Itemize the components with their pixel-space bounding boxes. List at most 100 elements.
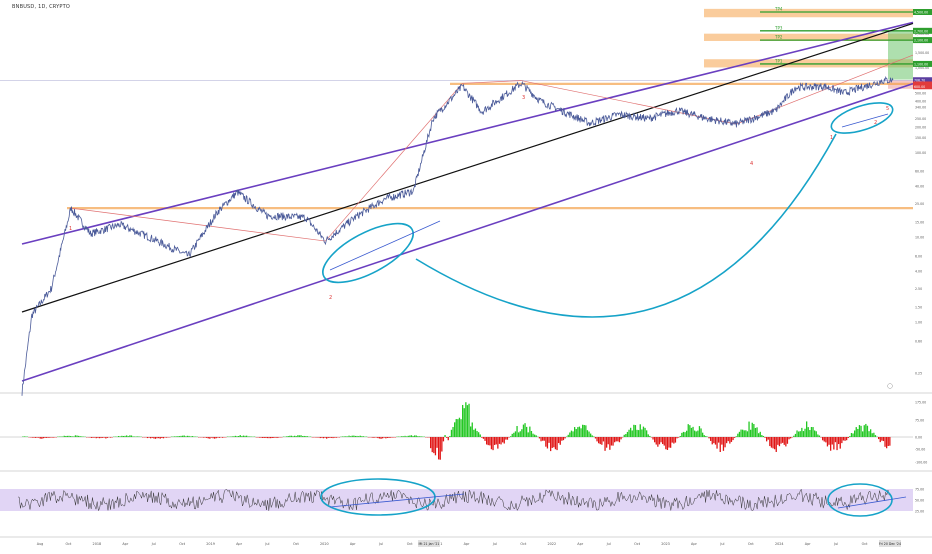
osc-bar [843, 437, 844, 440]
wave-label: 1 [830, 135, 833, 141]
osc-bar [512, 434, 513, 437]
osc-bar [868, 431, 869, 437]
x-axis-tick: Oct [65, 542, 72, 546]
osc-bar [529, 427, 530, 437]
osc-bar [286, 436, 287, 437]
osc-bar [81, 436, 82, 437]
x-axis-tick: Oct [179, 542, 186, 546]
symbol-title: BNBUSD, 1D, CRYPTO [12, 4, 70, 10]
osc-bar [585, 425, 586, 437]
osc-bar [403, 436, 404, 437]
osc-bar [193, 436, 194, 437]
osc-bar [611, 437, 612, 446]
x-axis-tick: Oct [634, 542, 641, 546]
osc-bar [497, 437, 498, 449]
osc-bar [672, 437, 673, 443]
osc-bar [60, 436, 61, 437]
osc-bar [699, 426, 700, 437]
osc-bar [686, 431, 687, 437]
osc-bar [531, 431, 532, 437]
osc-bar [268, 437, 269, 438]
osc-bar [854, 430, 855, 437]
osc-bar [643, 427, 644, 437]
osc-bar [736, 436, 737, 437]
osc-bar [275, 437, 276, 438]
x-axis-tick: Jul [606, 542, 611, 546]
osc-bar [211, 437, 212, 438]
osc-bar [665, 437, 666, 449]
price-badge-label: 4,500.00 [914, 11, 928, 15]
osc-bar [240, 435, 241, 437]
osc-bar [348, 436, 349, 437]
osc-bar [302, 436, 303, 437]
osc-bar [692, 427, 693, 437]
osc-bar [595, 437, 596, 438]
osc-bar [600, 437, 601, 444]
osc-bar [331, 437, 332, 438]
osc-bar [433, 437, 434, 453]
osc-bar [118, 436, 119, 437]
osc-bar [480, 434, 481, 437]
osc-bar [542, 437, 543, 441]
osc-bar [123, 436, 124, 437]
osc-bar [352, 436, 353, 437]
target-projection [888, 31, 913, 80]
osc-bar [662, 437, 663, 444]
osc-bar [491, 437, 492, 449]
price-badge-label: 2,700.00 [914, 29, 928, 33]
osc-bar [604, 437, 605, 451]
osc-bar [838, 437, 839, 444]
wave-label: 2 [329, 295, 332, 301]
osc-bar [356, 436, 357, 437]
osc-bar [865, 424, 866, 437]
osc-bar [155, 437, 156, 439]
x-axis-tick: Jul [151, 542, 156, 546]
osc-bar [560, 437, 561, 445]
osc-bar [513, 433, 514, 437]
osc-bar [249, 436, 250, 437]
osc-bar [718, 437, 719, 443]
osc-bar [294, 436, 295, 437]
osc-bar [579, 427, 580, 437]
osc-bar [164, 437, 165, 438]
osc-bar [353, 436, 354, 437]
osc-bar [678, 437, 679, 438]
osc-bar [384, 437, 385, 438]
osc-bar [443, 437, 444, 441]
osc-bar [468, 404, 469, 437]
osc-bar [97, 437, 98, 438]
x-axis-tick: Jul [833, 542, 838, 546]
osc-bar [414, 435, 415, 437]
x-axis-tick: Apr [691, 542, 697, 546]
x-axis-tick: Jul [378, 542, 383, 546]
osc-bar [627, 432, 628, 437]
osc-bar [729, 437, 730, 444]
osc-bar [147, 437, 148, 438]
osc-bar [478, 432, 479, 437]
osc-bar [744, 430, 745, 437]
osc-bar [771, 437, 772, 448]
osc-bar [883, 437, 884, 441]
osc-bar [848, 437, 849, 438]
osc-bar [244, 436, 245, 437]
osc-bar [739, 432, 740, 437]
osc-bar [438, 437, 439, 459]
osc-bar [790, 437, 791, 438]
osc-bar [379, 437, 380, 439]
osc-bar [822, 437, 823, 440]
osc-bar [278, 437, 279, 438]
osc-bar [656, 437, 657, 445]
osc-bar [248, 436, 249, 437]
osc-bar [603, 437, 604, 441]
osc-bar [520, 431, 521, 437]
osc-bar [609, 437, 610, 450]
osc-bar [160, 437, 161, 439]
osc-bar [92, 437, 93, 438]
osc-bar [584, 425, 585, 437]
osc-bar [49, 437, 50, 438]
osc-bar [459, 418, 460, 437]
osc-bar [737, 434, 738, 437]
osc-bar [753, 424, 754, 437]
osc-bar [444, 435, 445, 437]
